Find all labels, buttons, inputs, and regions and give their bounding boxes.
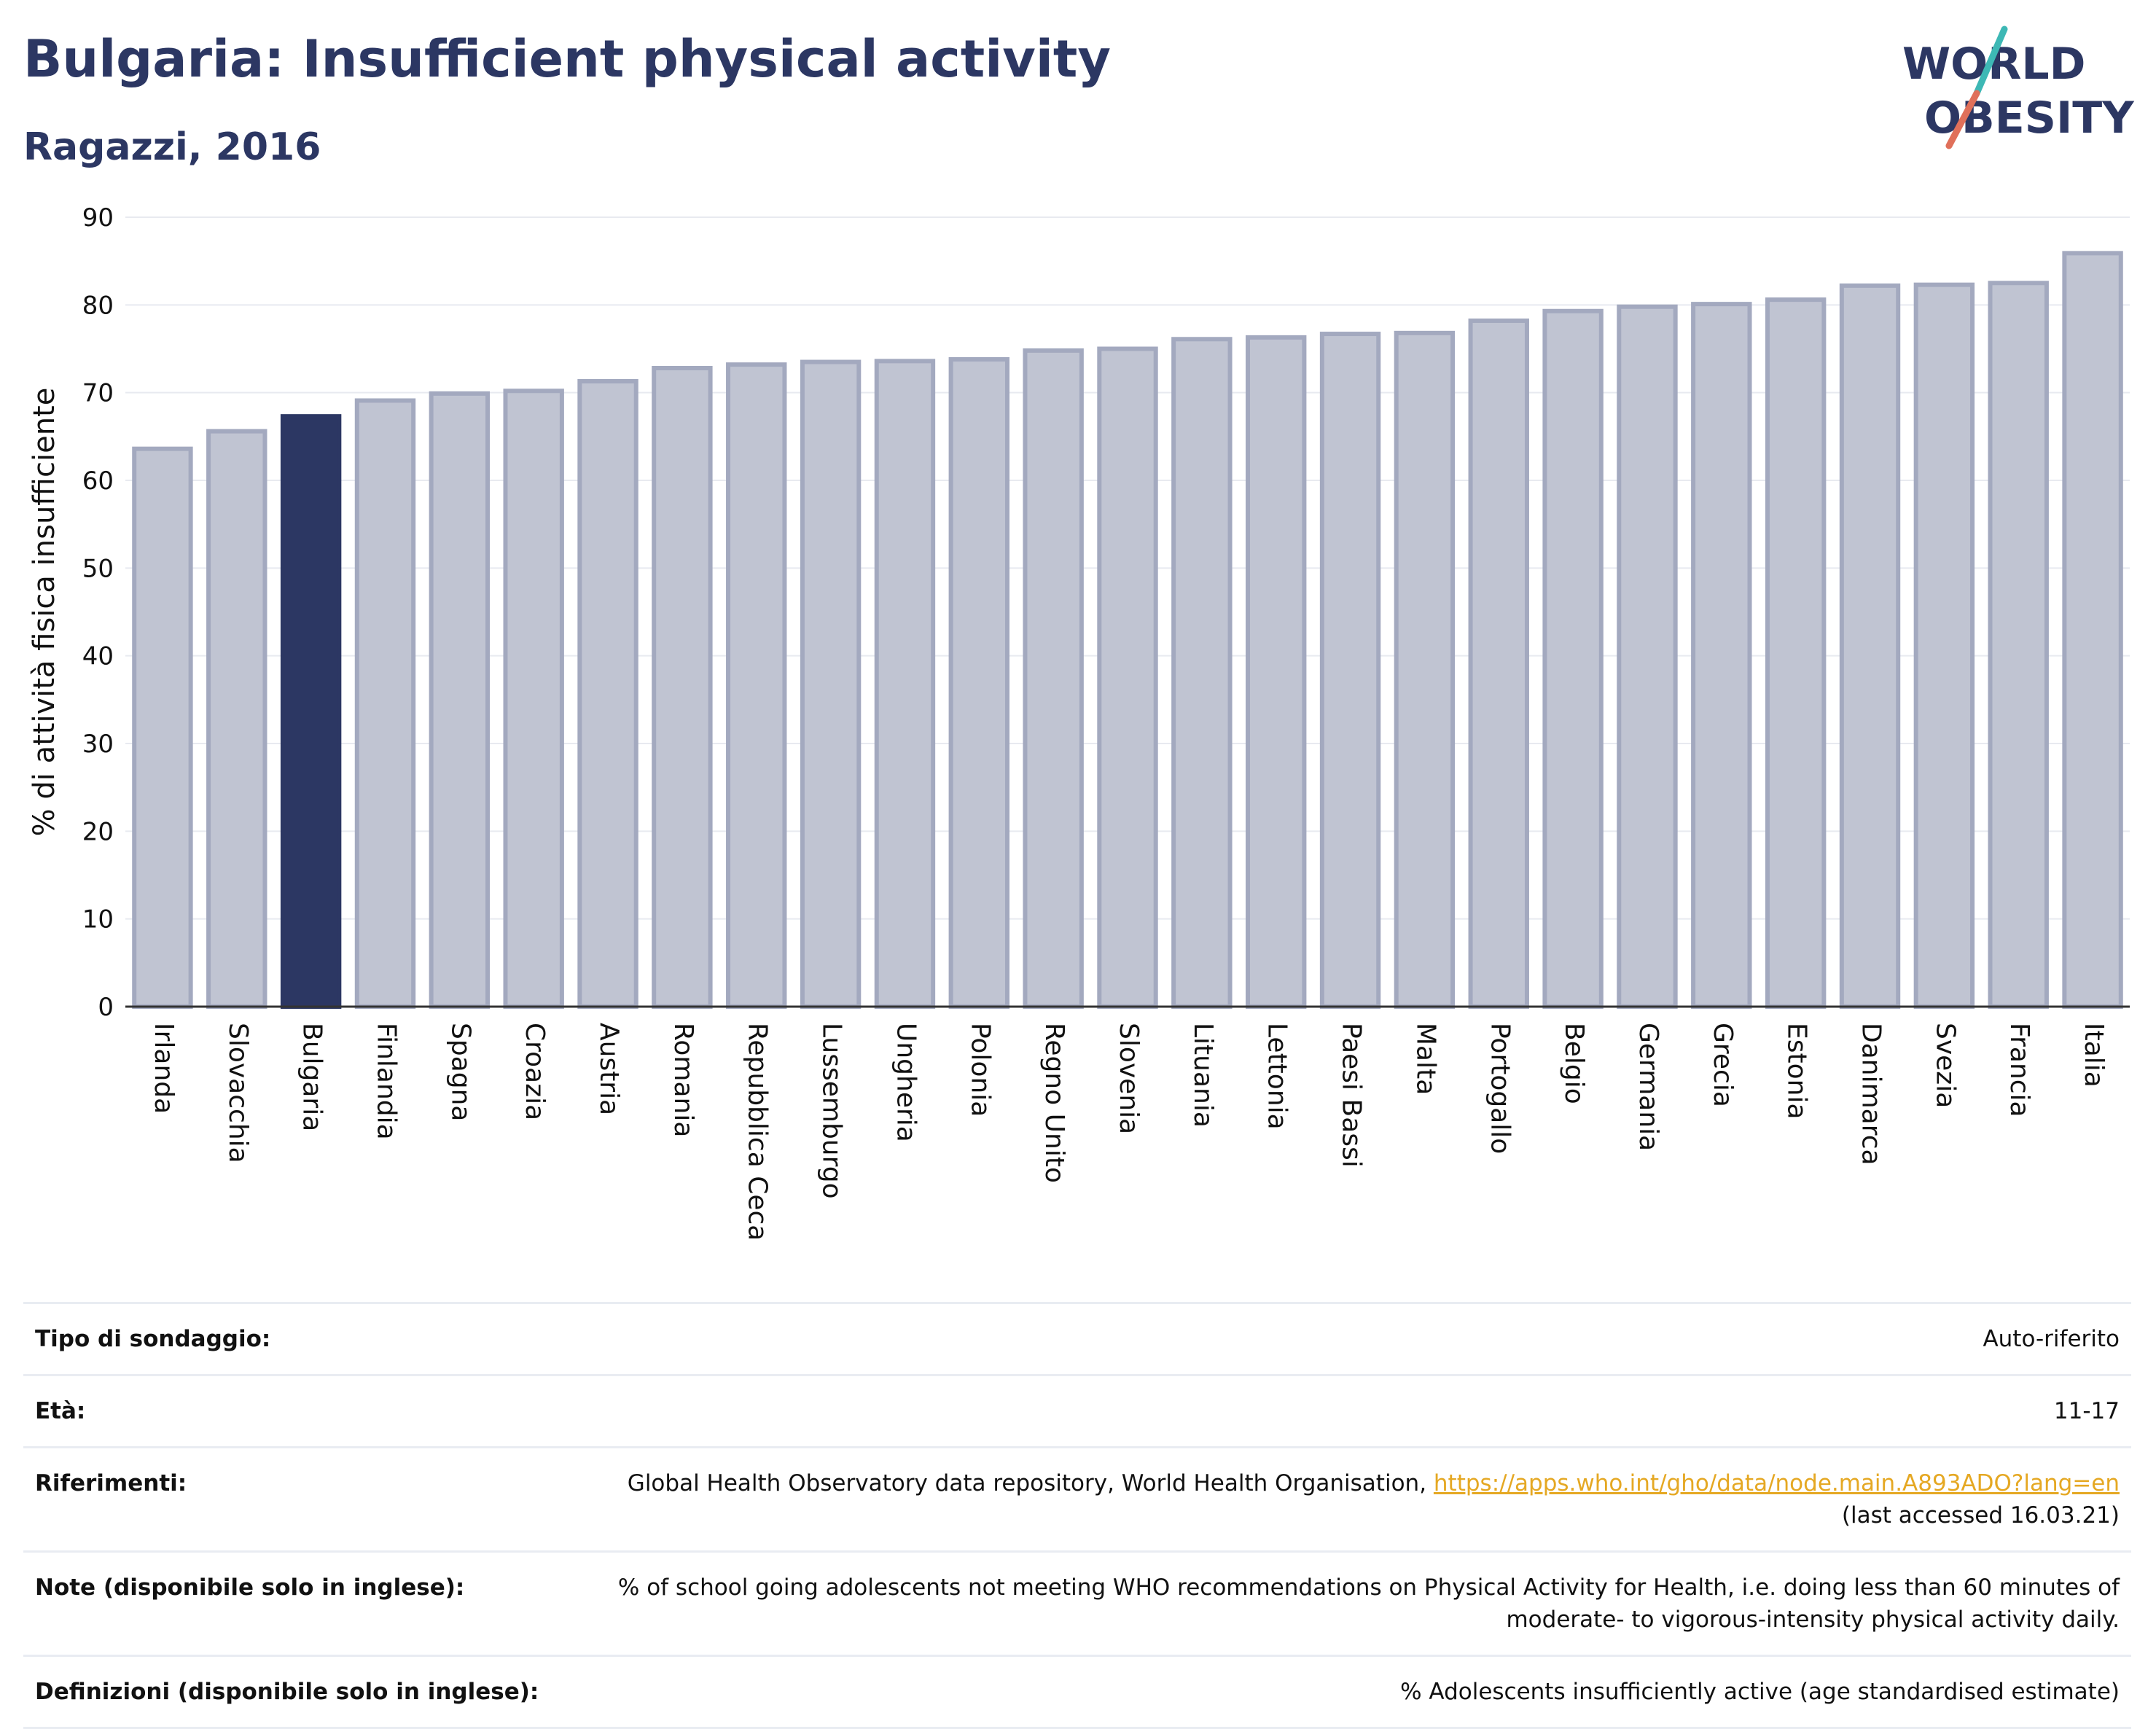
- info-value: % of school going adolescents not meetin…: [564, 1550, 2131, 1657]
- y-axis-ticks: 0 10 20 30 40 50 60 70 80 90: [82, 203, 114, 1022]
- x-tick-label: Portogallo: [1485, 1023, 1515, 1154]
- reference-link[interactable]: https://apps.who.int/gho/data/node.main.…: [1433, 1470, 2120, 1496]
- info-label: Tipo di sondaggio:: [23, 1302, 565, 1376]
- x-tick-label: Danimarca: [1856, 1023, 1886, 1166]
- x-tick-label: Slovacchia: [223, 1023, 253, 1163]
- x-tick-label: Lituania: [1188, 1023, 1218, 1128]
- y-tick-label: 0: [98, 993, 114, 1022]
- bar-malta: [1394, 330, 1456, 1009]
- y-tick-label: 20: [82, 817, 114, 846]
- info-label: Note (disponibile solo in inglese):: [23, 1550, 565, 1657]
- x-tick-label: Austria: [594, 1023, 624, 1115]
- x-tick-label: Estonia: [1782, 1023, 1812, 1120]
- x-tick-label: Germania: [1633, 1023, 1663, 1151]
- bar-finlandia: [354, 398, 416, 1009]
- x-axis-ticks: Irlanda Slovacchia Bulgaria Finlandia Spagna…: [149, 1023, 2109, 1241]
- reference-accessed: (last accessed 16.03.21): [1841, 1502, 2120, 1529]
- bar-spagna: [429, 391, 491, 1009]
- y-tick-label: 30: [82, 730, 114, 759]
- x-tick-label: Finlandia: [371, 1023, 401, 1140]
- logo-slash-top: [1973, 26, 2008, 97]
- x-tick-label: Malta: [1410, 1023, 1440, 1095]
- x-tick-label: Ungheria: [891, 1023, 921, 1142]
- bar-svezia: [1913, 282, 1975, 1009]
- x-tick-label: Irlanda: [149, 1023, 179, 1114]
- y-tick-label: 10: [82, 905, 114, 934]
- info-label: Età:: [23, 1374, 565, 1448]
- bar-germania: [1617, 304, 1678, 1009]
- notes-line-1: % of school going adolescents not meetin…: [617, 1574, 2120, 1601]
- x-tick-label: Croazia: [520, 1023, 550, 1120]
- info-value: % Adolescents insufficiently active (age…: [564, 1655, 2131, 1729]
- bar-lettonia: [1246, 335, 1307, 1009]
- info-row-references: Riferimenti: Global Health Observatory d…: [23, 1446, 2131, 1553]
- x-tick-label: Paesi Bassi: [1337, 1023, 1367, 1168]
- x-tick-label: Francia: [2004, 1023, 2034, 1117]
- y-tick-label: 60: [82, 467, 114, 496]
- notes-line-2: moderate- to vigorous-intensity physical…: [1506, 1607, 2120, 1633]
- logo-line-2: OBESITY: [1924, 93, 2135, 144]
- bar-portogallo: [1468, 318, 1529, 1009]
- bar-lituania: [1171, 337, 1233, 1010]
- info-row-definitions: Definizioni (disponibile solo in inglese…: [23, 1655, 2131, 1729]
- y-tick-label: 50: [82, 554, 114, 583]
- info-value: Global Health Observatory data repositor…: [564, 1446, 2131, 1553]
- x-tick-label: Regno Unito: [1039, 1023, 1069, 1183]
- bar-repubblica-ceca: [726, 362, 787, 1010]
- bar-paesi-bassi: [1319, 332, 1381, 1009]
- bar-slovacchia: [206, 429, 267, 1009]
- info-label: Definizioni (disponibile solo in inglese…: [23, 1655, 565, 1729]
- bar-slovenia: [1097, 346, 1158, 1009]
- info-value: Auto-riferito: [564, 1302, 2131, 1376]
- info-table: Tipo di sondaggio: Auto-riferito Età: 11…: [23, 1302, 2131, 1729]
- bar-regno-unito: [1023, 348, 1084, 1009]
- x-tick-label: Lussemburgo: [817, 1023, 847, 1199]
- x-tick-label: Bulgaria: [297, 1023, 327, 1131]
- bar-romania: [652, 365, 713, 1009]
- bars: [132, 251, 2123, 1010]
- bar-danimarca: [1839, 283, 1901, 1009]
- bar-estonia: [1765, 297, 1827, 1009]
- bar-chart: 0 10 20 30 40 50 60 70 80 90 Irlanda Slovacchia Bul…: [28, 203, 2130, 1241]
- chart-title: Bulgaria: Insufficient physical activity: [23, 29, 1111, 89]
- logo-slash-bottom: [1945, 90, 1980, 149]
- bar-polonia: [948, 356, 1010, 1009]
- reference-text: Global Health Observatory data repositor…: [627, 1470, 1434, 1496]
- x-tick-label: Romania: [668, 1023, 698, 1137]
- bar-lussemburgo: [800, 359, 862, 1009]
- x-tick-label: Italia: [2079, 1023, 2109, 1088]
- y-tick-label: 40: [82, 642, 114, 671]
- info-row-notes: Note (disponibile solo in inglese): % of…: [23, 1550, 2131, 1657]
- y-tick-label: 90: [82, 203, 114, 233]
- x-tick-label: Lettonia: [1262, 1023, 1292, 1130]
- info-row-age: Età: 11-17: [23, 1374, 2131, 1448]
- bar-italia: [2062, 251, 2123, 1009]
- y-tick-label: 80: [82, 291, 114, 320]
- y-tick-label: 70: [82, 379, 114, 408]
- bar-grecia: [1691, 302, 1752, 1009]
- x-tick-label: Svezia: [1930, 1023, 1960, 1108]
- info-row-survey-type: Tipo di sondaggio: Auto-riferito: [23, 1302, 2131, 1376]
- y-axis-label: % di attività fisica insufficiente: [28, 388, 61, 837]
- x-tick-label: Spagna: [445, 1023, 475, 1122]
- x-tick-label: Polonia: [965, 1023, 995, 1117]
- bar-belgio: [1542, 308, 1604, 1009]
- bar-irlanda: [132, 446, 193, 1009]
- bar-francia: [1988, 281, 2049, 1009]
- x-tick-label: Grecia: [1708, 1023, 1738, 1107]
- world-obesity-logo: WORLD OBESITY: [1902, 26, 2135, 149]
- chart-subtitle: Ragazzi, 2016: [23, 125, 321, 169]
- x-tick-label: Belgio: [1559, 1023, 1589, 1104]
- bar-croazia: [503, 389, 564, 1009]
- bar-ungheria: [874, 359, 936, 1009]
- x-tick-label: Repubblica Ceca: [743, 1023, 773, 1241]
- info-value: 11-17: [564, 1374, 2131, 1448]
- info-label: Riferimenti:: [23, 1446, 565, 1553]
- x-tick-label: Slovenia: [1114, 1023, 1144, 1134]
- bar-bulgaria: [280, 414, 342, 1009]
- bar-austria: [577, 379, 638, 1009]
